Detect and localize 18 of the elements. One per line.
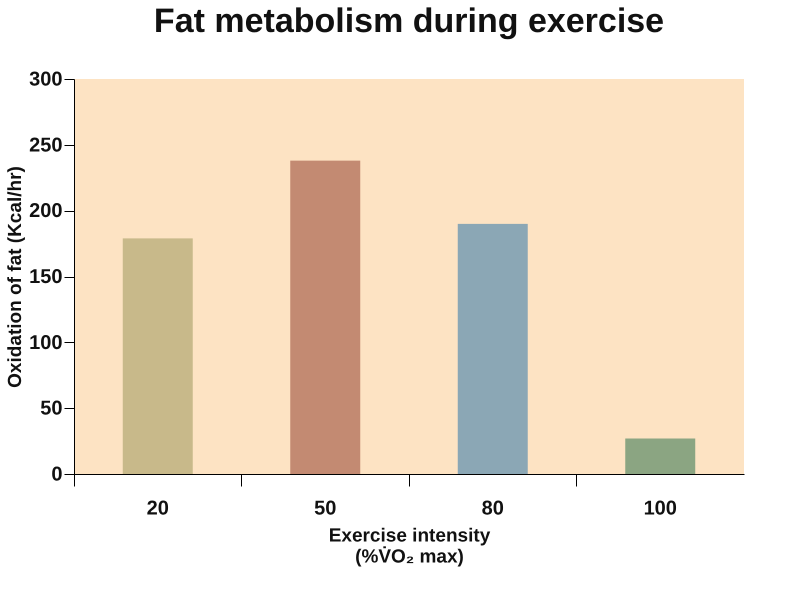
x-tick-label: 20 [146, 498, 169, 520]
x-tick-label: 50 [314, 498, 336, 520]
bar [625, 438, 696, 474]
bar [122, 238, 193, 474]
chart-title: Fat metabolism during exercise [154, 2, 664, 40]
x-tick-label: 80 [482, 498, 504, 520]
bar [458, 224, 528, 474]
bar [290, 160, 360, 474]
y-tick-label: 50 [40, 398, 62, 420]
x-tick-label: 100 [644, 498, 677, 520]
x-axis-title: Exercise intensity (%V̇O₂ max) [328, 526, 491, 568]
y-tick-label: 300 [29, 68, 62, 90]
y-tick-label: 200 [29, 200, 62, 222]
y-tick-label: 0 [51, 464, 62, 486]
y-tick-label: 100 [29, 332, 62, 354]
y-axis-title: Oxidation of fat (Kcal/hr) [5, 166, 26, 388]
y-tick-label: 250 [29, 134, 62, 156]
y-tick-label: 150 [29, 266, 62, 288]
